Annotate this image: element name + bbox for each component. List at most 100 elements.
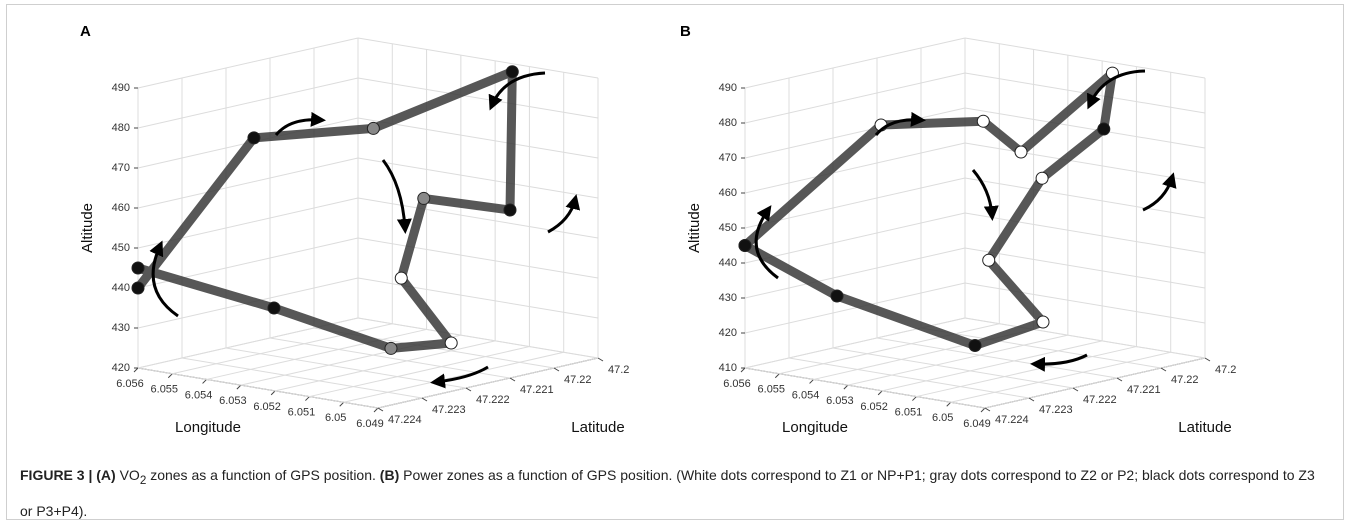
grid-line [137,157,359,209]
gps-point [247,131,261,145]
tick-mark [984,407,991,412]
tick-mark [1116,377,1123,382]
y-tick-label: 47.2 [608,364,629,376]
figure-frame [6,4,1344,520]
x-tick-label: 6.055 [758,384,786,396]
z-tick-label: 460 [112,202,130,214]
x-tick-label: 6.053 [826,395,854,407]
panel-label: B [680,23,691,40]
grid-line [137,367,379,409]
z-axis-label: Altitude [79,203,96,253]
x-axis-label: Longitude [782,419,848,436]
grid-line [964,282,1206,324]
caption-b-label: (B) [379,467,400,483]
grid-line [357,157,599,199]
grid-line [920,327,1162,369]
direction-arrows [149,69,1177,389]
gps-point [444,336,458,350]
grid-line [744,142,966,194]
grid-line [964,317,1206,359]
x-tick-label: 6.051 [895,406,923,418]
tick-mark [167,373,173,379]
z-tick-label: 450 [112,242,130,254]
gps-point [366,121,380,135]
grid-line [357,317,599,359]
y-tick-label: 47.223 [1039,404,1073,416]
gps-point [968,339,982,352]
y-tick-label: 47.224 [388,414,422,426]
grid-line [275,340,496,392]
grid-line [357,117,599,159]
grid-line [357,197,599,239]
tick-mark [809,379,814,384]
grid-line [744,212,966,264]
gps-point [1097,122,1111,136]
tick-mark [509,377,516,382]
grid-line [964,107,1206,149]
z-tick-label: 490 [719,82,737,94]
grid-line [882,340,1103,392]
tick-mark [339,401,345,407]
grid-line [964,247,1206,289]
z-tick-label: 430 [719,292,737,304]
grid-line [357,77,599,119]
x-tick-label: 6.055 [151,384,179,396]
y-axis-label: Latitude [571,419,624,436]
x-tick-label: 6.054 [792,389,820,401]
gps-point [1036,315,1050,329]
y-axis-label: Latitude [1178,419,1231,436]
y-tick-label: 47.221 [1127,384,1161,396]
tick-mark [1028,397,1035,402]
grid-line [744,72,966,124]
tick-mark [1204,357,1211,362]
grid-line [832,347,1074,389]
gps-point [830,289,844,303]
tick-mark [421,397,428,402]
grid-line [847,334,1068,386]
tick-mark [912,396,917,401]
x-tick-label: 6.052 [253,401,281,413]
y-tick-label: 47.22 [1171,374,1199,386]
gps-point [131,281,145,295]
tick-mark [373,407,379,413]
grid-line [357,37,599,79]
z-tick-label: 490 [112,82,130,94]
grid-line [137,77,359,129]
gps-point [738,239,752,252]
x-tick-label: 6.05 [932,412,953,424]
gps-point [505,65,519,79]
caption-text: VO [119,467,140,483]
grid-line [309,346,530,398]
tick-mark [553,367,560,372]
y-tick-label: 47.221 [520,384,554,396]
tick-mark [1072,387,1079,392]
tick-mark [946,401,952,407]
z-tick-label: 410 [719,362,737,374]
z-tick-label: 420 [719,327,737,339]
grid-line [206,328,427,380]
tick-mark [305,396,310,401]
y-tick-label: 47.22 [564,374,592,386]
grid-line [744,367,986,409]
x-tick-label: 6.056 [723,378,751,390]
grid-line [964,177,1206,219]
grid-line [788,357,1030,399]
x-tick-label: 6.056 [116,378,144,390]
y-tick-label: 47.222 [1083,394,1117,406]
caption-sub: 2 [139,473,147,487]
grid-line [744,177,966,229]
caption-label: FIGURE 3 | [20,467,93,483]
z-tick-label: 450 [719,222,737,234]
panel-label: A [80,23,91,40]
tick-mark [270,390,276,396]
tick-mark [774,373,780,379]
z-tick-label: 440 [112,282,130,294]
z-axis-label: Altitude [686,203,703,253]
z-tick-label: 420 [112,362,130,374]
grid-line [964,212,1206,254]
grid-line [779,323,1000,375]
gps-point [503,203,517,217]
gps-point [1014,145,1028,159]
y-tick-label: 47.223 [432,404,466,416]
grid-line [225,347,467,389]
